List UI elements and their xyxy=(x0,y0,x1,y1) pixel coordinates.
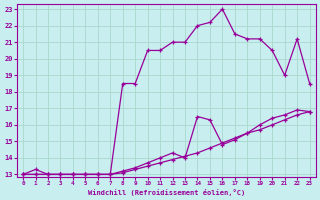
X-axis label: Windchill (Refroidissement éolien,°C): Windchill (Refroidissement éolien,°C) xyxy=(88,189,245,196)
